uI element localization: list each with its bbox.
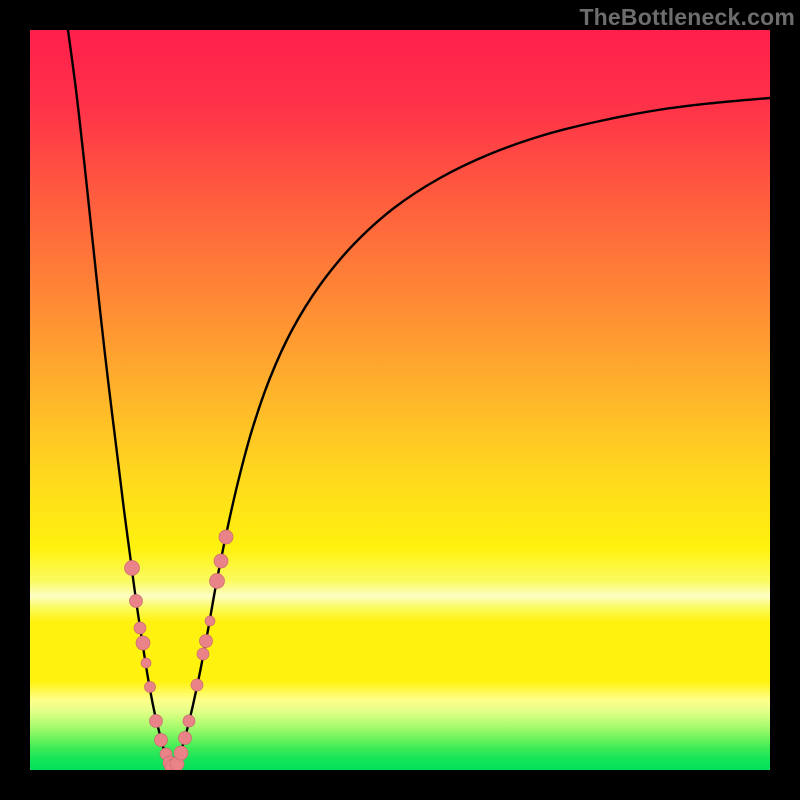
data-dot — [210, 574, 225, 589]
data-dot — [197, 648, 209, 660]
data-dot — [200, 635, 213, 648]
data-dot — [141, 658, 151, 668]
data-dot — [179, 732, 192, 745]
data-dot — [219, 530, 233, 544]
data-dot — [130, 595, 143, 608]
data-dot — [134, 622, 146, 634]
data-dot — [145, 682, 156, 693]
data-dot — [205, 616, 215, 626]
chart-svg — [30, 30, 770, 770]
data-dot — [136, 636, 150, 650]
data-dot — [150, 715, 163, 728]
data-dot — [125, 561, 140, 576]
data-dot — [155, 734, 168, 747]
data-dot — [191, 679, 203, 691]
plot-area — [30, 30, 770, 770]
data-dot — [183, 715, 195, 727]
data-dot — [174, 746, 188, 760]
data-dot — [214, 554, 228, 568]
gradient-background — [30, 30, 770, 770]
watermark-text: TheBottleneck.com — [579, 4, 795, 31]
